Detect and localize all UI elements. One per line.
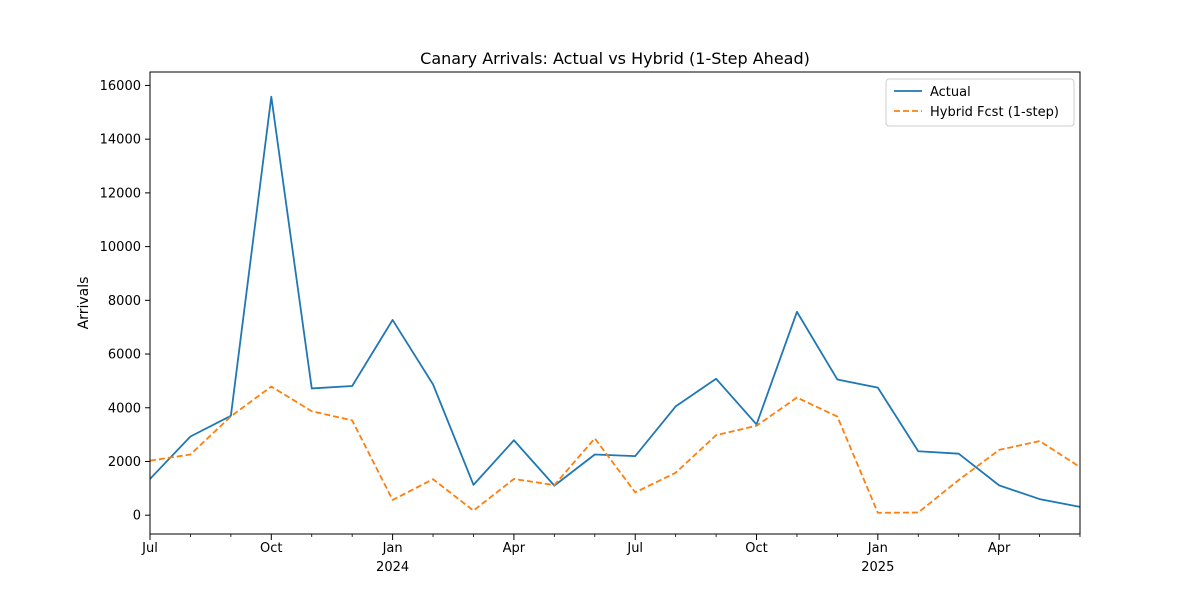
y-tick-label: 16000 bbox=[100, 79, 141, 94]
y-tick-label: 14000 bbox=[100, 133, 141, 148]
legend: Actual Hybrid Fcst (1-step) bbox=[885, 78, 1075, 127]
x-tick-label: Jul bbox=[626, 541, 643, 556]
x-tick-label: Oct bbox=[745, 541, 767, 556]
y-tick-label: 2000 bbox=[108, 455, 141, 470]
y-axis-ticks: 0 2000 4000 6000 8000 10000 12000 14000 16000 bbox=[100, 79, 150, 524]
y-tick-label: 4000 bbox=[108, 401, 141, 416]
series-lines bbox=[149, 95, 1081, 514]
plot-frame bbox=[149, 71, 1081, 535]
x-tick-label: Apr bbox=[503, 541, 526, 556]
x-tick-label: Jan bbox=[867, 541, 888, 556]
x-tick-year-label: 2025 bbox=[861, 560, 894, 575]
y-tick-label: 6000 bbox=[108, 348, 141, 363]
y-tick-label: 0 bbox=[133, 509, 141, 524]
x-tick-label: Jan bbox=[382, 541, 403, 556]
x-tick-year-label: 2024 bbox=[376, 560, 409, 575]
x-axis-ticks: Jul Oct Jan 2024 Apr Jul Oct Jan 2025 Apr bbox=[141, 534, 1081, 575]
x-tick-label: Apr bbox=[988, 541, 1011, 556]
legend-label-hybrid: Hybrid Fcst (1-step) bbox=[930, 105, 1059, 120]
series-line-hybrid bbox=[149, 385, 1081, 514]
y-tick-label: 10000 bbox=[100, 240, 141, 255]
y-tick-label: 8000 bbox=[108, 294, 141, 309]
legend-label-actual: Actual bbox=[930, 85, 971, 100]
legend-box bbox=[885, 78, 1075, 127]
x-tick-label: Jul bbox=[141, 541, 158, 556]
y-axis-label: Arrivals bbox=[76, 277, 92, 330]
y-tick-label: 12000 bbox=[100, 186, 141, 201]
series-line-actual bbox=[149, 95, 1081, 508]
chart-title: Canary Arrivals: Actual vs Hybrid (1-Ste… bbox=[420, 49, 810, 68]
x-tick-label: Oct bbox=[260, 541, 282, 556]
